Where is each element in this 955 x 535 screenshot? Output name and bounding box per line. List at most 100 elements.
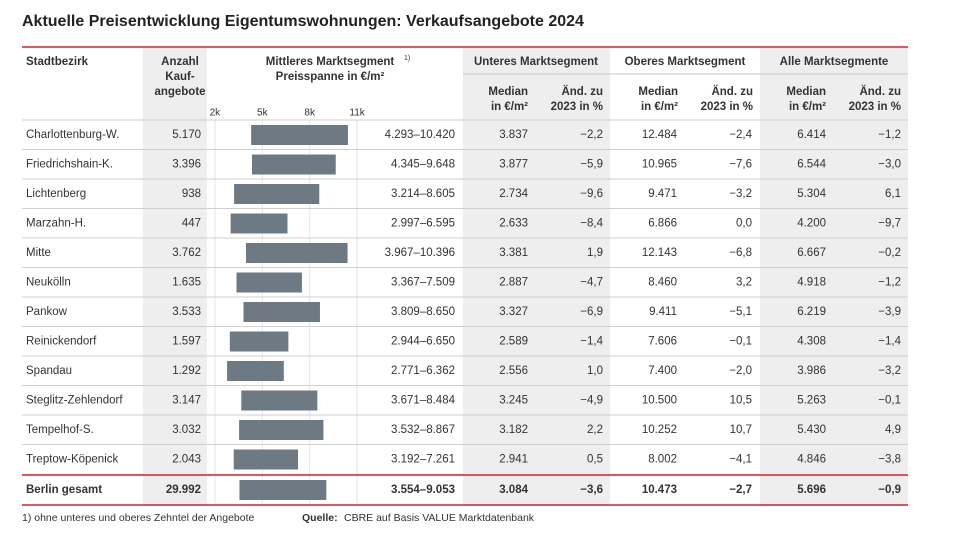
cell-upper-median: 10.965	[642, 159, 677, 171]
cell-all-change: −3,2	[878, 365, 901, 377]
range-bar	[239, 420, 324, 440]
total-upper-median: 10.473	[642, 484, 677, 496]
total-lower-change: −3,6	[580, 484, 603, 496]
change-header: 2023 in %	[849, 101, 901, 113]
cell-range-label: 3.671–8.484	[391, 395, 456, 407]
cell-count: 5.170	[172, 129, 201, 141]
district: Marzahn-H.	[26, 218, 86, 230]
change-header: 2023 in %	[701, 101, 753, 113]
cell-count: 3.533	[172, 306, 201, 318]
cell-range-label: 3.967–10.396	[385, 247, 455, 259]
cell-all-change: −0,2	[878, 247, 901, 259]
lower-header: Unteres Marktsegment	[474, 56, 598, 68]
cell-count: 1.635	[172, 277, 201, 289]
cell-count: 3.396	[172, 159, 201, 171]
district: Reinickendorf	[26, 336, 97, 348]
district: Neukölln	[26, 277, 71, 289]
range-bar	[233, 449, 299, 470]
cell-lower-change: −1,4	[580, 336, 603, 348]
range-bar	[236, 272, 302, 293]
district: Spandau	[26, 365, 72, 377]
cell-upper-change: 10,7	[730, 424, 752, 436]
cell-all-median: 4.846	[797, 454, 826, 466]
cell-all-change: −1,4	[878, 336, 901, 348]
count-header: Anzahl	[161, 56, 199, 68]
range-bar	[227, 361, 284, 381]
cell-lower-median: 2.633	[499, 218, 528, 230]
scale-tick-label: 8k	[304, 108, 316, 119]
scale-tick-label: 2k	[210, 108, 222, 119]
cell-range-label: 3.367–7.509	[391, 277, 455, 289]
cell-all-median: 5.430	[797, 424, 826, 436]
cell-upper-change: 0,0	[736, 218, 752, 230]
district: Treptow-Köpenick	[26, 454, 119, 466]
cell-all-change: 4,9	[885, 424, 901, 436]
range-bar	[251, 125, 348, 145]
cell-lower-median: 3.877	[499, 159, 528, 171]
cell-lower-change: 1,9	[587, 247, 603, 259]
title: Aktuelle Preisentwicklung Eigentumswohnu…	[22, 13, 584, 30]
cell-upper-change: −7,6	[729, 159, 752, 171]
cell-range-label: 3.809–8.650	[391, 306, 455, 318]
median-header: Median	[488, 86, 528, 98]
cell-all-median: 4.308	[797, 336, 826, 348]
cell-range-label: 4.345–9.648	[391, 159, 455, 171]
cell-count: 447	[182, 218, 201, 230]
range-bar	[243, 302, 320, 322]
change-header: 2023 in %	[551, 101, 603, 113]
total-count: 29.992	[166, 484, 201, 496]
cell-upper-median: 10.500	[642, 395, 677, 407]
range-bar	[251, 154, 336, 175]
cell-upper-median: 7.606	[648, 336, 677, 348]
footnote-mark: 1)	[404, 55, 410, 62]
cell-all-change: −0,1	[878, 395, 901, 407]
count-shade	[143, 48, 207, 505]
cell-lower-median: 3.327	[499, 306, 528, 318]
cell-upper-median: 6.866	[648, 218, 677, 230]
cell-all-median: 6.414	[797, 129, 826, 141]
cell-all-median: 6.667	[797, 247, 826, 259]
district-header: Stadtbezirk	[26, 56, 89, 68]
cell-lower-change: −5,9	[580, 159, 603, 171]
scale-tick-label: 11k	[349, 108, 365, 119]
district: Lichtenberg	[26, 188, 86, 200]
cell-lower-median: 2.887	[499, 277, 528, 289]
cell-upper-change: 10,5	[730, 395, 752, 407]
total-upper-change: −2,7	[729, 484, 752, 496]
cell-all-median: 4.918	[797, 277, 826, 289]
cell-lower-change: −2,2	[580, 129, 603, 141]
median-header: in €/m²	[491, 101, 528, 113]
district: Berlin gesamt	[26, 484, 102, 496]
cell-upper-median: 12.143	[642, 247, 677, 259]
cell-count: 3.147	[172, 395, 201, 407]
cell-lower-median: 3.245	[499, 395, 528, 407]
cell-lower-median: 2.556	[499, 365, 528, 377]
cell-all-change: −3,9	[878, 306, 901, 318]
count-header: Kauf-	[165, 71, 195, 83]
cell-upper-change: −2,4	[729, 129, 752, 141]
cell-upper-change: −3,2	[729, 188, 752, 200]
cell-upper-median: 9.411	[649, 306, 677, 318]
all-shade	[760, 48, 908, 505]
total-all-change: −0,9	[878, 484, 901, 496]
district: Charlottenburg-W.	[26, 129, 119, 141]
cell-all-median: 4.200	[797, 218, 826, 230]
median-header: in €/m²	[641, 101, 678, 113]
cell-range-label: 3.192–7.261	[391, 454, 455, 466]
cell-all-median: 6.219	[797, 306, 826, 318]
cell-lower-change: −6,9	[580, 306, 603, 318]
cell-all-change: −1,2	[878, 277, 901, 289]
middle-header: Mittleres Marktsegment	[266, 56, 395, 68]
district: Tempelhof-S.	[26, 424, 94, 436]
cell-range-label: 3.214–8.605	[391, 188, 455, 200]
cell-count: 938	[182, 188, 201, 200]
median-header: Median	[786, 86, 826, 98]
district: Friedrichshain-K.	[26, 159, 113, 171]
district: Pankow	[26, 306, 68, 318]
cell-upper-median: 9.471	[648, 188, 677, 200]
cell-upper-median: 7.400	[648, 365, 677, 377]
source: CBRE auf Basis VALUE Marktdatenbank	[344, 512, 535, 524]
cell-upper-change: −5,1	[729, 306, 752, 318]
change-header: Änd. zu	[561, 85, 603, 98]
